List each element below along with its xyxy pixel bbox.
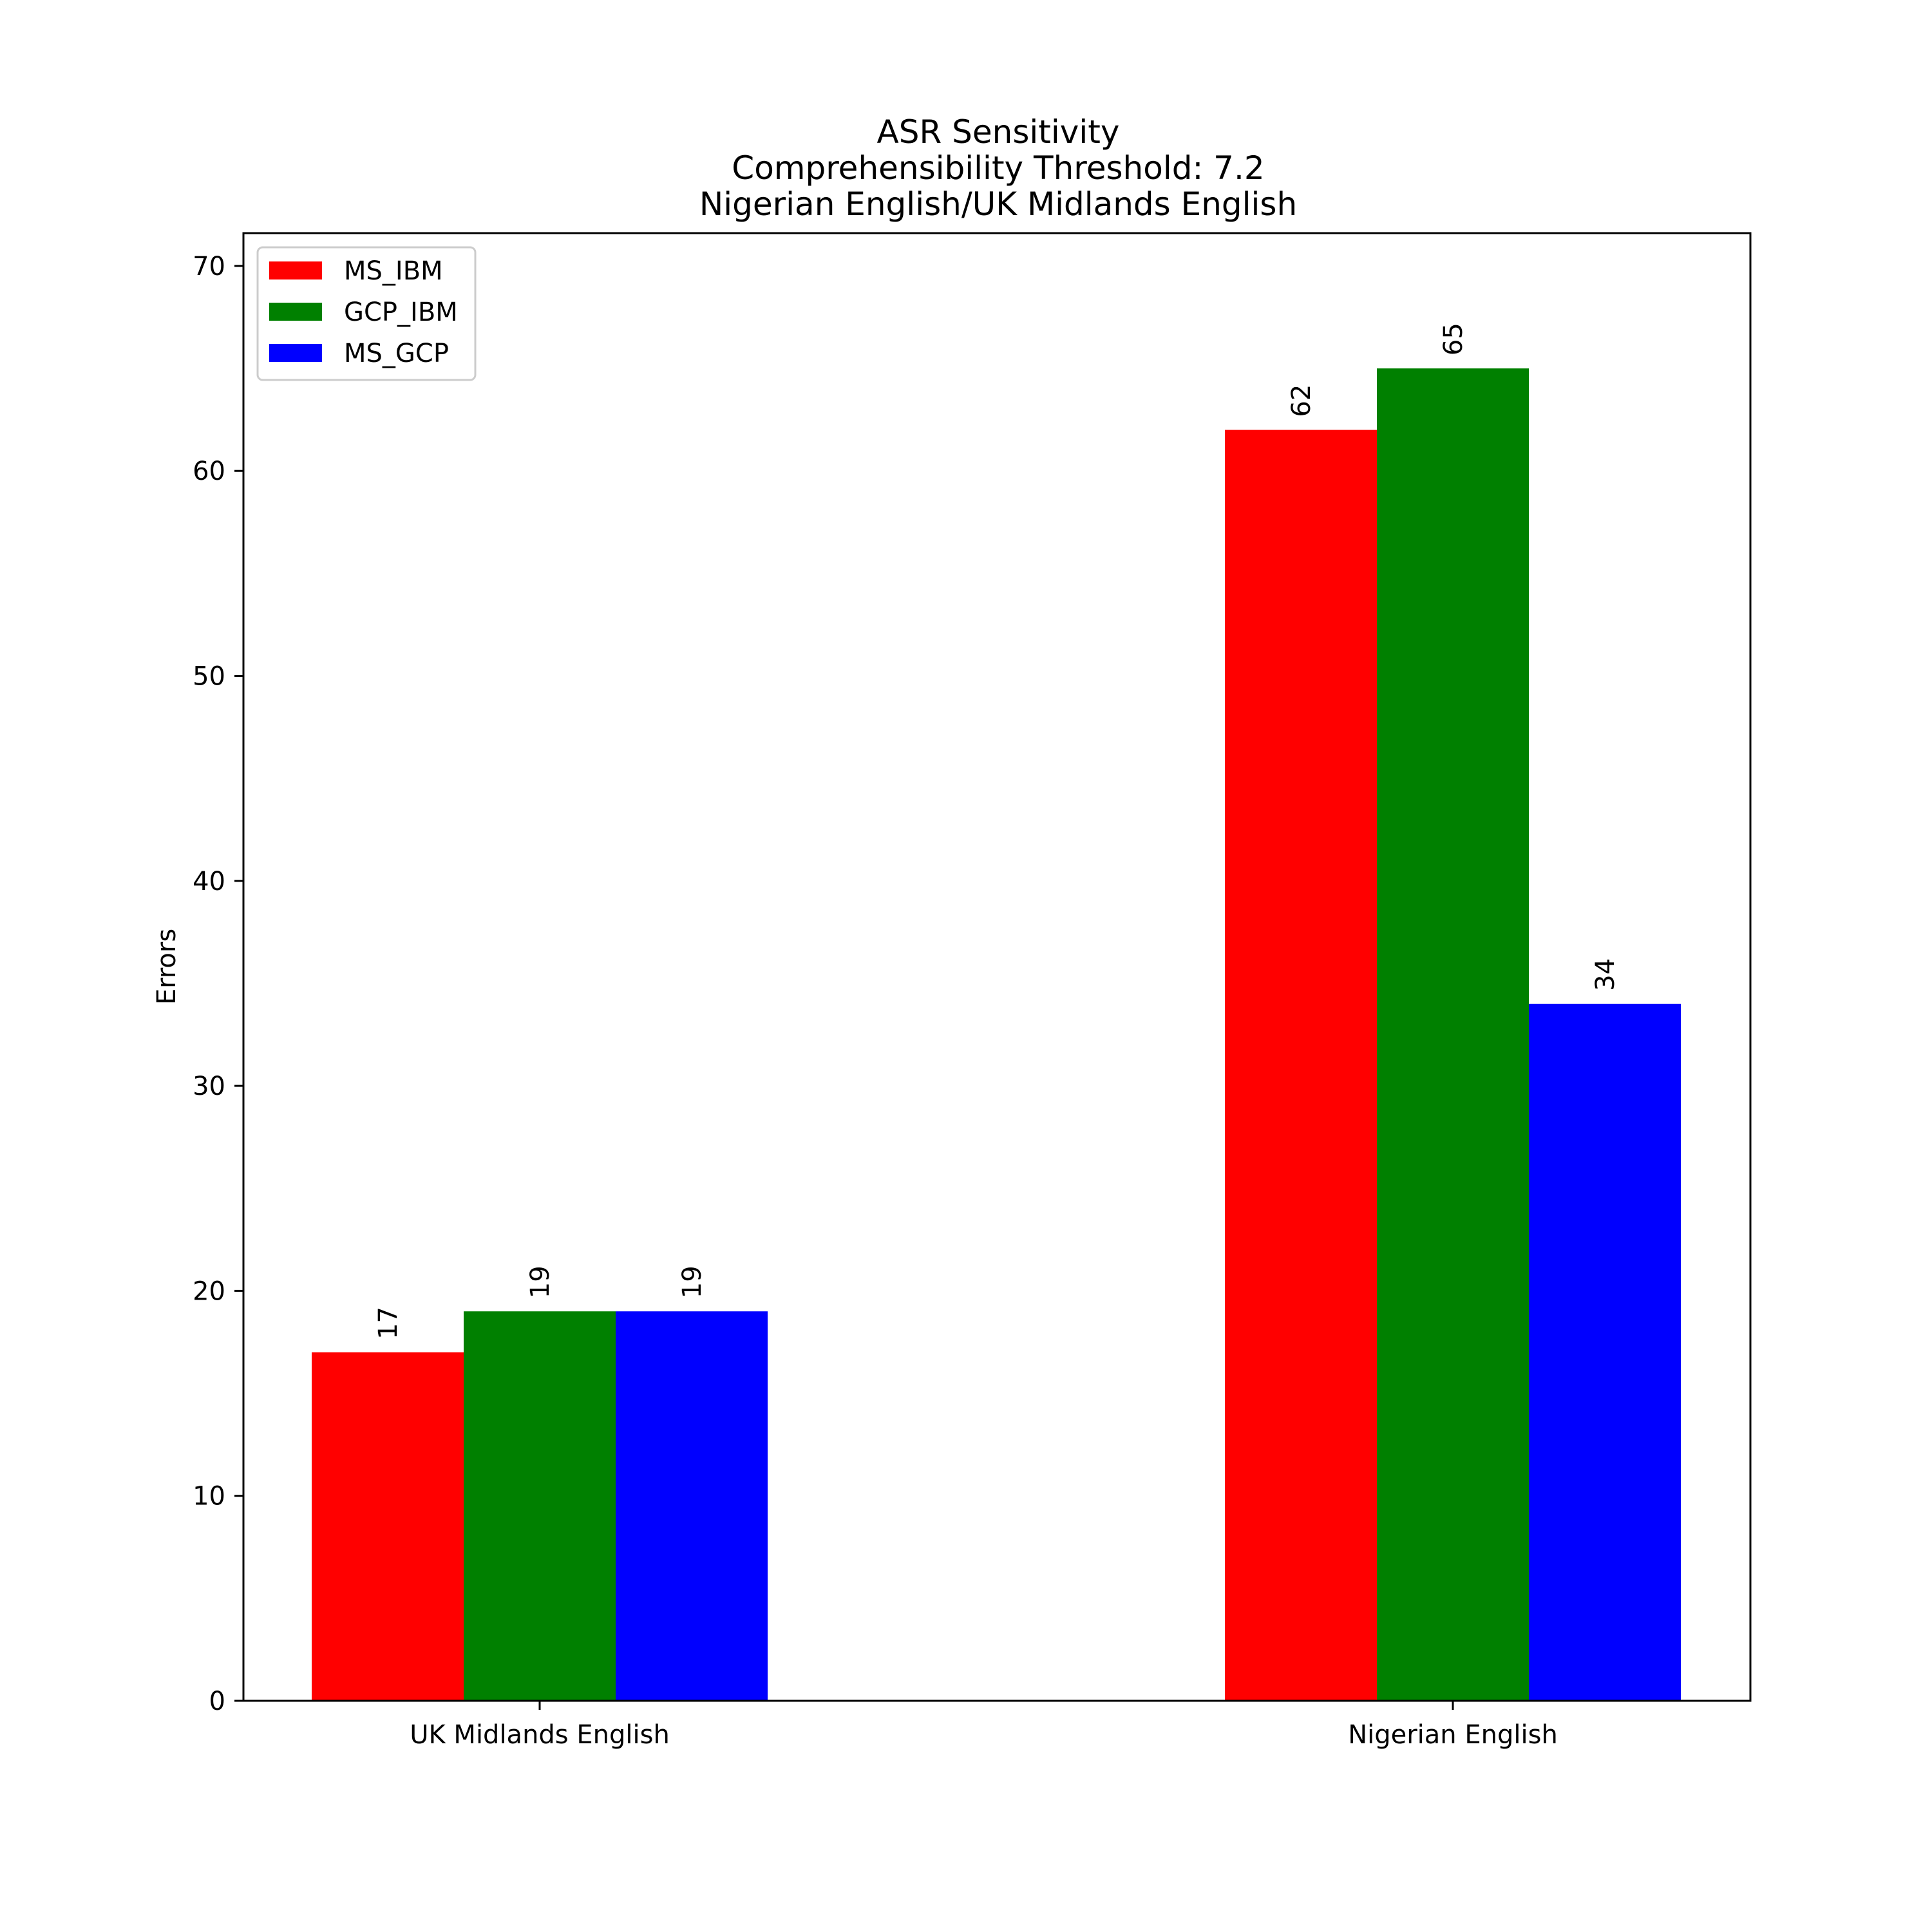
bar-ms-ibm-2: [1225, 430, 1377, 1701]
legend-label: GCP_IBM: [344, 298, 458, 327]
chart-title-line-1: ASR Sensitivity: [877, 113, 1120, 151]
x-tick-label: UK Midlands English: [410, 1720, 670, 1750]
legend-swatch: [269, 261, 322, 279]
bars-group: [312, 368, 1681, 1701]
bar-value-label: 34: [1591, 958, 1620, 991]
y-tick-label: 40: [193, 867, 225, 896]
y-tick-label: 0: [209, 1687, 225, 1716]
bar-ms-ibm-1: [312, 1352, 464, 1701]
chart-title: ASR Sensitivity Comprehensibility Thresh…: [699, 113, 1297, 223]
legend-label: MS_GCP: [344, 339, 449, 368]
y-tick-label: 60: [193, 457, 225, 486]
y-tick-label: 50: [193, 662, 225, 692]
y-axis: 0 10 20 30 40 50 60 70: [193, 252, 243, 1716]
bar-ms-gcp-1: [616, 1311, 768, 1701]
bar-labels-group: 17 62 19 65 19 34: [374, 323, 1620, 1340]
legend-swatch: [269, 344, 322, 362]
chart-title-line-3: Nigerian English/UK Midlands English: [699, 185, 1297, 223]
plot-area-frame: [242, 232, 1752, 1702]
chart-title-line-2: Comprehensibility Threshold: 7.2: [732, 149, 1264, 187]
x-tick-label: Nigerian English: [1348, 1720, 1558, 1750]
legend: MS_IBM GCP_IBM MS_GCP: [256, 246, 477, 381]
bar-ms-gcp-2: [1529, 1003, 1681, 1701]
legend-swatch: [269, 303, 322, 321]
x-axis: UK Midlands English Nigerian English: [410, 1701, 1558, 1750]
y-tick-label: 30: [193, 1072, 225, 1101]
bar-value-label: 19: [677, 1265, 707, 1298]
bar-value-label: 17: [374, 1307, 403, 1340]
y-tick-label: 10: [193, 1482, 225, 1511]
bar-value-label: 65: [1439, 323, 1468, 355]
legend-label: MS_IBM: [344, 256, 443, 286]
bar-gcp-ibm-1: [464, 1311, 616, 1701]
y-tick-label: 20: [193, 1276, 225, 1306]
bar-value-label: 19: [526, 1265, 555, 1298]
bar-gcp-ibm-2: [1377, 368, 1529, 1701]
bar-value-label: 62: [1287, 384, 1316, 417]
y-axis-label: Errors: [152, 929, 182, 1005]
y-tick-label: 70: [193, 252, 225, 281]
